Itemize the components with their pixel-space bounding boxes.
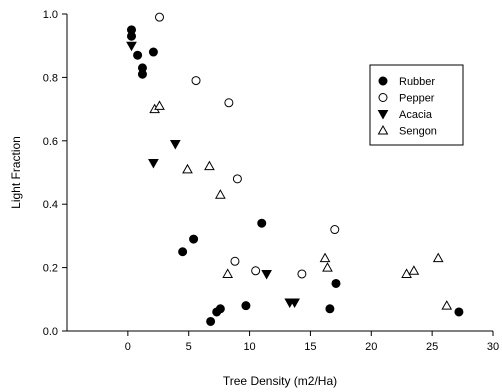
point-pepper — [251, 266, 261, 276]
x-tick-label: 5 — [186, 341, 192, 353]
point-sengon — [432, 252, 444, 263]
x-tick-label: 25 — [426, 341, 438, 353]
point-pepper — [224, 98, 234, 108]
legend-label-acacia: Acacia — [399, 109, 433, 121]
point-acacia — [261, 269, 272, 280]
point-sengon — [322, 262, 333, 272]
point-rubber — [241, 301, 251, 311]
y-tick-label: 1.0 — [43, 9, 58, 21]
point-rubber — [331, 278, 341, 288]
point-acacia — [169, 139, 181, 150]
point-pepper — [330, 225, 340, 235]
point-pepper — [232, 174, 242, 184]
data-points — [126, 12, 464, 326]
point-rubber — [215, 304, 225, 314]
x-ticks: 0 5 10 15 20 25 30 — [125, 331, 499, 353]
x-tick-label: 15 — [304, 341, 316, 353]
legend-label-rubber: Rubber — [399, 76, 435, 88]
legend-label-pepper: Pepper — [399, 93, 435, 105]
point-sengon — [204, 160, 215, 171]
legend: Rubber Pepper Acacia Sengon — [369, 64, 464, 146]
x-tick-label: 10 — [243, 341, 255, 353]
point-sengon — [441, 300, 453, 310]
legend-item-sengon: Sengon — [377, 124, 437, 138]
point-rubber — [454, 307, 464, 317]
point-rubber — [189, 234, 199, 244]
point-acacia — [289, 298, 300, 308]
legend-marker-rubber — [378, 76, 388, 86]
series-sengon — [149, 100, 453, 310]
legend-marker-acacia — [377, 110, 389, 120]
y-axis-title: Light Fraction — [9, 136, 23, 209]
series-pepper — [155, 12, 340, 279]
x-tick-label: 30 — [487, 341, 499, 353]
y-tick-label: 0.4 — [43, 199, 58, 211]
legend-item-rubber: Rubber — [378, 76, 435, 88]
y-tick-label: 0.2 — [43, 263, 58, 275]
legend-item-acacia: Acacia — [377, 109, 433, 121]
legend-label-sengon: Sengon — [399, 126, 437, 138]
y-tick-label: 0.6 — [43, 136, 58, 148]
point-pepper — [155, 12, 165, 22]
x-tick-label: 20 — [365, 341, 377, 353]
point-sengon — [154, 100, 165, 110]
x-tick-label: 0 — [125, 341, 131, 353]
point-sengon — [408, 265, 420, 275]
legend-item-pepper: Pepper — [378, 93, 435, 105]
point-pepper — [191, 76, 201, 86]
axes — [66, 14, 493, 332]
point-sengon — [215, 189, 226, 199]
point-rubber — [257, 218, 267, 228]
legend-items: Rubber Pepper Acacia Sengon — [377, 76, 437, 138]
point-rubber — [148, 47, 158, 57]
point-rubber — [137, 69, 147, 79]
legend-marker-sengon — [377, 124, 389, 135]
x-axis-title: Tree Density (m2/Ha) — [223, 374, 337, 388]
point-rubber — [325, 304, 335, 314]
point-rubber — [133, 50, 143, 60]
point-sengon — [222, 268, 234, 278]
y-tick-label: 0.0 — [43, 326, 58, 338]
series-acacia — [126, 41, 300, 308]
point-rubber — [127, 31, 137, 41]
point-pepper — [230, 256, 240, 266]
y-tick-label: 0.8 — [43, 72, 58, 84]
point-sengon — [401, 268, 412, 278]
point-rubber — [178, 247, 188, 257]
y-ticks: 0.0 0.2 0.4 0.6 0.8 1.0 — [43, 9, 67, 338]
point-acacia — [148, 158, 159, 169]
point-rubber — [206, 316, 216, 326]
legend-marker-pepper — [378, 93, 388, 102]
series-rubber — [127, 25, 464, 326]
point-sengon — [319, 252, 331, 263]
point-sengon — [182, 163, 193, 174]
point-pepper — [297, 269, 307, 279]
point-acacia — [126, 41, 137, 52]
